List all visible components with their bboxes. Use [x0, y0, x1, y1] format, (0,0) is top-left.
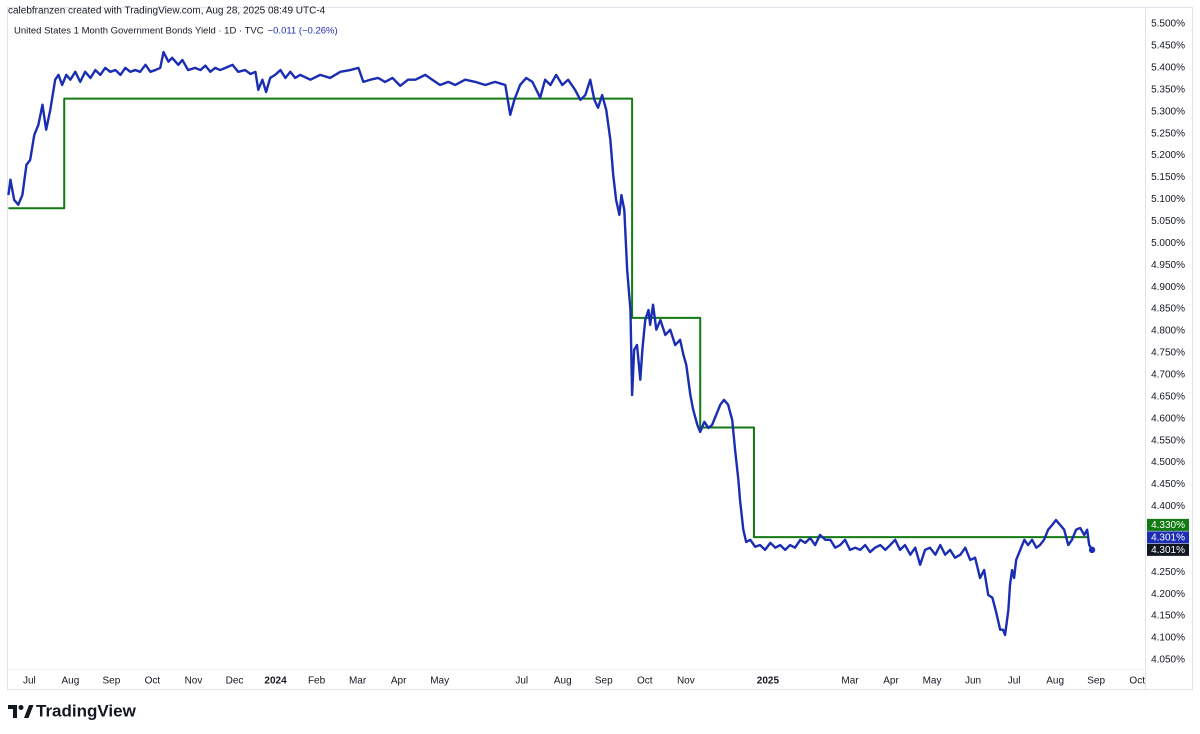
y-tick-label: 5.350%: [1151, 84, 1185, 95]
x-tick-label: May: [430, 676, 449, 687]
logo-icon: [8, 705, 17, 718]
y-tick-label: 4.950%: [1151, 260, 1185, 271]
price-tag: [1147, 543, 1189, 556]
x-tick-label: Oct: [637, 676, 653, 687]
y-tick-label: 4.200%: [1151, 589, 1185, 600]
logo: TradingView: [8, 701, 137, 720]
x-tick-label: Sep: [1087, 676, 1105, 687]
x-tick-label: May: [923, 676, 942, 687]
series-line: [7, 50, 1094, 637]
header: calebfranzen created with TradingView.co…: [8, 6, 326, 17]
x-tick-label: Oct: [1129, 676, 1145, 687]
x-tick-label: Apr: [391, 676, 407, 687]
x-tick-label: Apr: [883, 676, 899, 687]
price-tag: [1147, 518, 1189, 531]
x-tick-label: Dec: [226, 676, 244, 687]
y-tick-label: 4.750%: [1151, 348, 1185, 359]
x-tick-label: Sep: [595, 676, 613, 687]
y-tick-label: 4.400%: [1151, 501, 1185, 512]
y-tick-label: 4.900%: [1151, 282, 1185, 293]
y-tick-label: 4.500%: [1151, 457, 1185, 468]
y-tick-label: 5.500%: [1151, 19, 1185, 30]
plot-frame: [7, 7, 1193, 690]
logo-icon: [18, 705, 24, 710]
y-tick-label: 5.300%: [1151, 106, 1185, 117]
y-tick-label: 4.050%: [1151, 655, 1185, 666]
x-tick-label: Oct: [145, 676, 161, 687]
x-tick-label: Jul: [515, 676, 528, 687]
x-tick-label: 2024: [264, 676, 287, 687]
x-tick-label: Jul: [23, 676, 36, 687]
x-tick-label: Nov: [185, 676, 203, 687]
y-tick-label: 4.150%: [1151, 611, 1185, 622]
series-line: [8, 97, 1090, 539]
y-tick-label: 4.250%: [1151, 567, 1185, 578]
price-tag-label: 4.301%: [1151, 533, 1185, 544]
y-tick-label: 4.850%: [1151, 304, 1185, 315]
y-tick-label: 5.200%: [1151, 150, 1185, 161]
y-tick-label: 5.250%: [1151, 128, 1185, 139]
y-tick-label: 5.400%: [1151, 63, 1185, 74]
x-tick-label: Nov: [677, 676, 695, 687]
logo-icon: [24, 705, 34, 718]
y-tick-label: 5.050%: [1151, 216, 1185, 227]
x-tick-label: Aug: [554, 676, 572, 687]
y-tick-label: 5.150%: [1151, 172, 1185, 183]
x-tick-label: 2025: [757, 676, 780, 687]
x-tick-label: Aug: [1046, 676, 1064, 687]
x-tick-label: Aug: [61, 676, 79, 687]
y-tick-label: 4.650%: [1151, 391, 1185, 402]
y-tick-label: 5.100%: [1151, 194, 1185, 205]
x-tick-label: Jun: [965, 676, 981, 687]
x-tick-label: Mar: [349, 676, 367, 687]
y-tick-label: 4.800%: [1151, 326, 1185, 337]
y-tick-label: 4.600%: [1151, 413, 1185, 424]
y-tick-label: 4.100%: [1151, 633, 1185, 644]
y-tick-label: 5.450%: [1151, 41, 1185, 52]
price-tag: [1147, 531, 1189, 544]
x-tick-label: Sep: [103, 676, 121, 687]
y-tick-label: 4.700%: [1151, 370, 1185, 381]
x-tick-label: Mar: [841, 676, 859, 687]
price-tag-label: 4.301%: [1151, 545, 1185, 556]
watermark: TradingView: [36, 701, 137, 720]
change: −0.011 (−0.26%): [268, 26, 338, 37]
y-tick-label: 5.000%: [1151, 238, 1185, 249]
last-point: [1088, 546, 1096, 554]
x-tick-label: Feb: [308, 676, 326, 687]
y-tick-label: 4.550%: [1151, 435, 1185, 446]
price-tag-label: 4.330%: [1151, 520, 1185, 531]
x-tick-label: Jul: [1008, 676, 1021, 687]
y-tick-label: 4.450%: [1151, 479, 1185, 490]
chart-title: United States 1 Month Government Bonds Y…: [14, 26, 264, 37]
